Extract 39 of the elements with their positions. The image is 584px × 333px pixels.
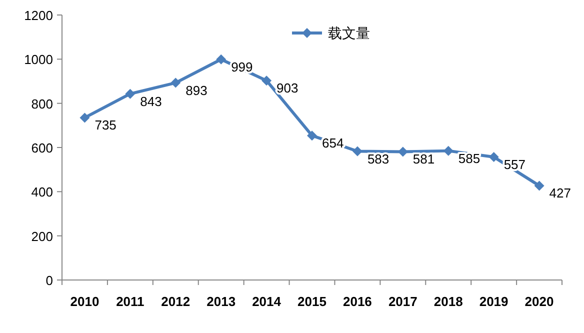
- y-tick-label: 200: [31, 228, 53, 244]
- legend: 载文量: [292, 25, 370, 41]
- data-label: 583: [367, 151, 390, 166]
- x-tick-label: 2017: [388, 294, 418, 309]
- point: [398, 146, 408, 157]
- point: [262, 76, 272, 86]
- y-tick-label: 600: [31, 140, 53, 156]
- x-tick-label: 2014: [252, 294, 282, 309]
- data-label: 585: [458, 150, 480, 166]
- y-tick-label: 1000: [24, 52, 53, 68]
- x-tick-label: 2019: [479, 294, 508, 309]
- point: [352, 146, 362, 156]
- legend-label: 载文量: [328, 25, 370, 41]
- x-tick-label: 2018: [434, 294, 463, 309]
- y-tick-label: 400: [31, 184, 53, 200]
- data-label: 427: [549, 186, 571, 201]
- data-label: 735: [94, 118, 116, 133]
- data-label: 903: [276, 80, 298, 96]
- point: [80, 112, 90, 123]
- point: [170, 78, 181, 88]
- x-tick-label: 2015: [298, 294, 326, 309]
- x-tick-label: 2012: [161, 294, 190, 309]
- point: [216, 54, 226, 64]
- point: [125, 88, 136, 99]
- x-tick-label: 2016: [342, 294, 372, 309]
- data-label: 581: [412, 152, 435, 167]
- point: [534, 180, 544, 191]
- x-tick-label: 2020: [524, 294, 554, 309]
- y-tick-label: 1200: [24, 8, 53, 23]
- x-tick-label: 2013: [206, 294, 236, 309]
- y-tick-label: 800: [31, 96, 53, 112]
- x-tick-label: 2011: [116, 294, 144, 309]
- data-label: 893: [186, 82, 208, 98]
- y-tick-label: 0: [46, 273, 53, 288]
- point: [443, 146, 454, 156]
- point: [488, 152, 499, 162]
- data-label: 843: [140, 94, 162, 109]
- point: [307, 130, 317, 141]
- x-tick-label: 2010: [70, 294, 100, 309]
